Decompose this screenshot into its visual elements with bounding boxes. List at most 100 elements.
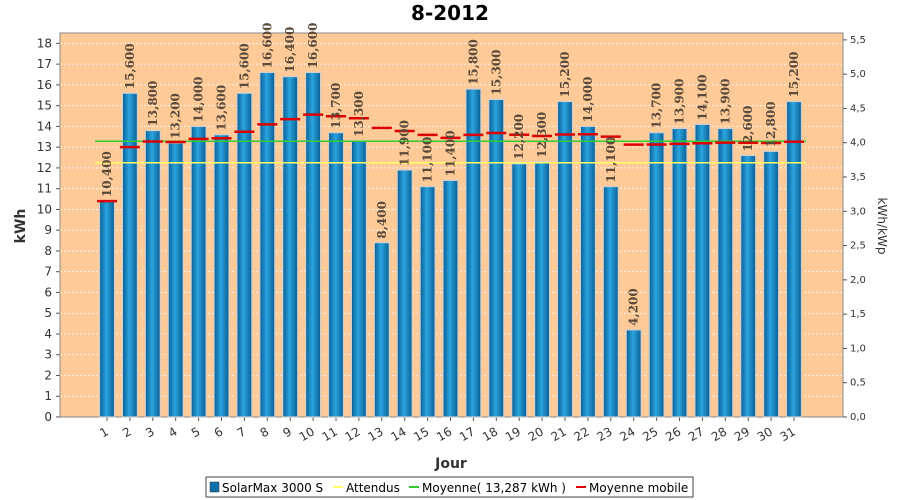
data-label: 11,900 [398,120,412,166]
data-label: 13,200 [169,93,183,139]
x-tick-label: 18 [480,424,500,444]
y2-tick-label: 4,5 [850,103,866,114]
data-label: 10,400 [100,151,114,197]
data-label: 12,800 [764,101,778,147]
data-label: 13,700 [329,83,343,129]
y2-tick-label: 0,0 [850,412,866,423]
data-label: 13,900 [718,79,732,125]
y-tick-label: 17 [37,57,52,71]
x-tick-label: 26 [663,424,683,444]
x-tick-label: 14 [388,424,408,444]
y-tick-label: 16 [37,78,52,92]
x-tick-label: 15 [411,424,431,444]
x-tick-label: 4 [166,424,180,440]
x-tick-label: 6 [212,424,226,440]
bar [694,123,711,418]
bar [465,88,482,418]
data-label: 11,100 [604,137,618,183]
y-tick-label: 18 [37,36,52,50]
data-label: 15,300 [489,49,503,95]
data-label: 15,200 [558,52,572,98]
y-tick-label: 3 [44,348,52,362]
y-tick-label: 1 [44,389,52,403]
bar [373,242,390,418]
data-label: 16,600 [260,23,274,69]
x-tick-label: 20 [526,424,546,444]
y2-tick-label: 2,0 [850,275,866,286]
y-tick-label: 0 [44,410,52,424]
bar [556,100,574,418]
x-tick-label: 1 [97,424,111,440]
legend-label-moyenne: Moyenne( 13,287 kWh ) [422,481,566,495]
bar [98,200,116,418]
data-label: 16,400 [283,27,297,73]
bar [442,179,459,418]
bar [396,169,413,418]
y-tick-label: 6 [44,285,52,299]
bar [625,329,642,418]
x-tick-label: 31 [778,424,798,444]
x-tick-label: 5 [189,424,203,440]
bar [579,125,597,418]
bar [259,71,276,418]
y2-tick-label: 1,5 [850,309,866,320]
y-tick-label: 10 [37,202,52,216]
bar [511,163,528,418]
x-tick-label: 22 [572,424,592,444]
legend-label-attendus: Attendus [346,481,400,495]
data-label: 14,000 [192,76,206,122]
legend: SolarMax 3000 S Attendus Moyenne( 13,287… [205,476,694,498]
data-label: 12,300 [535,112,549,158]
y2-tick-label: 0,5 [850,378,866,389]
bar [144,129,161,418]
x-tick-label: 23 [594,424,614,444]
data-label: 12,600 [741,106,755,152]
bar [602,186,619,418]
y2-tick-label: 3,0 [850,206,866,217]
data-label: 14,000 [581,76,595,122]
y2-tick-label: 5,0 [850,69,866,80]
x-tick-label: 13 [365,424,385,444]
data-label: 13,300 [352,91,366,137]
moving-average-series [97,113,804,203]
x-tick-label: 9 [280,424,294,440]
bar [671,127,688,418]
x-tick-label: 11 [320,424,340,444]
legend-label-solarmax: SolarMax 3000 S [222,481,323,495]
bar [717,127,734,418]
y-tick-label: 7 [44,265,52,279]
x-tick-label: 17 [457,424,477,444]
x-tick-label: 3 [143,424,157,440]
y-tick-label: 13 [37,140,52,154]
y2-tick-label: 3,5 [850,172,866,183]
data-label: 13,600 [215,85,229,131]
reference-lines [95,140,806,164]
x-tick-label: 16 [434,424,454,444]
y-tick-label: 11 [37,182,52,196]
y-tick-label: 12 [37,161,52,175]
x-tick-label: 29 [732,424,752,444]
bar [190,125,207,418]
data-label: 14,100 [695,74,709,120]
y-tick-label: 4 [44,327,52,341]
x-tick-label: 8 [258,424,272,440]
data-label: 15,800 [466,39,480,85]
legend-label-moyenne-mobile: Moyenne mobile [589,481,688,495]
bar [236,92,253,418]
data-labels: 10,400 15,600 13,800 13,200 14,000 13,600 15,6… [100,23,801,326]
x-tick-label: 12 [343,424,363,444]
bar [167,142,184,418]
y-axis-title: kWh [13,209,29,244]
legend-swatch-bar [209,481,220,493]
y-tick-label: 2 [44,368,52,382]
chart-title: 8-2012 [411,1,489,25]
x-tick-label: 21 [549,424,569,444]
data-label: 8,400 [375,201,389,239]
x-tick-label: 27 [686,424,706,444]
bar [350,140,367,418]
x-tick-label: 28 [709,424,729,444]
data-label: 15,200 [787,52,801,98]
data-label: 15,600 [237,43,251,89]
bar [740,154,757,418]
